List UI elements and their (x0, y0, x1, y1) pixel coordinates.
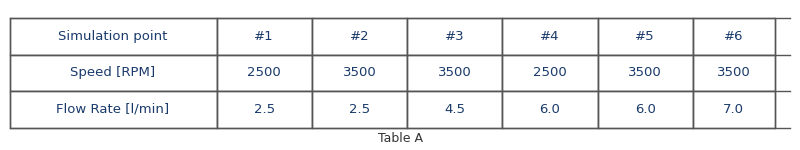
Text: 6.0: 6.0 (539, 103, 560, 116)
Text: 7.0: 7.0 (723, 103, 744, 116)
Text: 4.5: 4.5 (444, 103, 465, 116)
Text: #5: #5 (635, 30, 655, 43)
Text: 6.0: 6.0 (634, 103, 656, 116)
Text: 2500: 2500 (533, 66, 566, 79)
Text: 2.5: 2.5 (254, 103, 274, 116)
Text: #2: #2 (350, 30, 370, 43)
Text: #1: #1 (254, 30, 274, 43)
Text: Table A: Table A (378, 132, 422, 145)
Text: Simulation point: Simulation point (58, 30, 168, 43)
Text: #3: #3 (445, 30, 465, 43)
Text: 2.5: 2.5 (349, 103, 370, 116)
Text: 3500: 3500 (628, 66, 662, 79)
Text: Speed [RPM]: Speed [RPM] (70, 66, 156, 79)
Text: 3500: 3500 (342, 66, 376, 79)
Text: 3500: 3500 (717, 66, 750, 79)
Text: 2500: 2500 (247, 66, 281, 79)
Text: #6: #6 (724, 30, 743, 43)
Text: 3500: 3500 (438, 66, 471, 79)
Text: Flow Rate [l/min]: Flow Rate [l/min] (57, 103, 170, 116)
Text: #4: #4 (540, 30, 560, 43)
